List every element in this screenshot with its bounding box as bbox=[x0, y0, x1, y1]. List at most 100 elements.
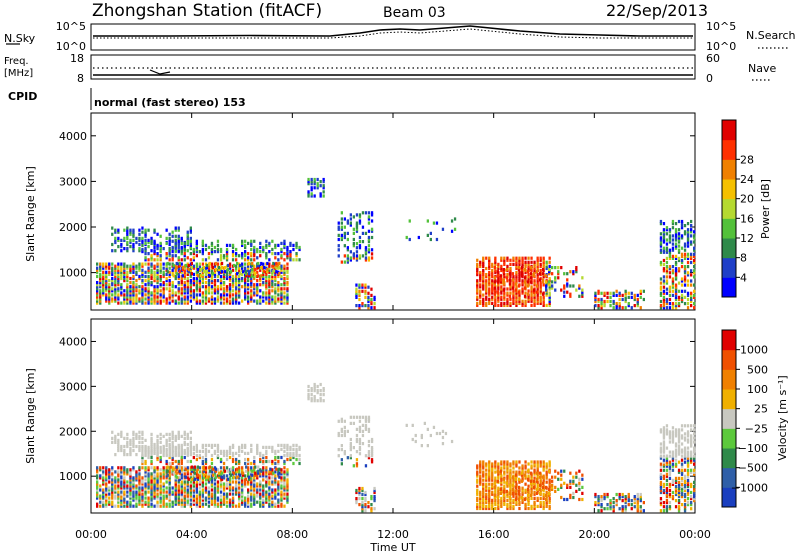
echo-cell bbox=[508, 282, 512, 286]
echo-cell bbox=[174, 486, 177, 490]
echo-cell bbox=[536, 273, 539, 277]
echo-cell bbox=[683, 265, 687, 269]
echo-cell bbox=[241, 502, 244, 506]
echo-cell bbox=[503, 293, 506, 297]
echo-cell bbox=[222, 283, 226, 287]
echo-cell bbox=[518, 297, 521, 301]
echo-cell bbox=[298, 457, 301, 462]
echo-cell bbox=[542, 272, 545, 276]
echo-cell bbox=[500, 504, 503, 508]
echo-cell bbox=[156, 299, 159, 303]
echo-cell bbox=[503, 462, 506, 466]
echo-cell bbox=[355, 437, 359, 442]
echo-cell bbox=[545, 462, 548, 466]
echo-cell bbox=[496, 270, 499, 274]
echo-cell bbox=[168, 293, 171, 297]
echo-cell bbox=[114, 488, 117, 492]
echo-cell bbox=[277, 492, 280, 496]
echo-cell bbox=[165, 504, 168, 508]
echo-cell bbox=[618, 306, 621, 310]
echo-cell bbox=[231, 453, 235, 458]
echo-cell bbox=[250, 252, 253, 256]
echo-cell bbox=[189, 289, 192, 293]
echo-cell bbox=[153, 494, 156, 498]
echo-cell bbox=[542, 506, 545, 511]
echo-cell bbox=[265, 274, 268, 279]
echo-cell bbox=[192, 266, 195, 270]
echo-cell bbox=[238, 293, 241, 297]
echo-cell bbox=[256, 291, 259, 295]
echo-cell bbox=[150, 281, 153, 285]
echo-cell bbox=[493, 481, 496, 485]
echo-cell bbox=[156, 289, 159, 293]
echo-cell bbox=[250, 484, 253, 488]
echo-cell bbox=[168, 478, 171, 482]
echo-cell bbox=[671, 281, 675, 285]
echo-cell bbox=[485, 295, 488, 299]
echo-cell bbox=[111, 226, 114, 230]
echo-cell bbox=[159, 245, 162, 250]
echo-cell bbox=[174, 238, 177, 242]
echo-cell bbox=[156, 262, 159, 266]
echo-cell bbox=[659, 250, 663, 254]
echo-cell bbox=[566, 284, 569, 288]
echo-cell bbox=[668, 248, 672, 252]
echo-cell bbox=[493, 280, 496, 284]
echo-cell bbox=[662, 460, 666, 464]
echo-cell bbox=[680, 246, 684, 250]
echo-cell bbox=[168, 447, 171, 451]
echo-cell bbox=[476, 496, 479, 500]
echo-cell bbox=[165, 486, 168, 490]
echo-cell bbox=[527, 273, 530, 277]
echo-cell bbox=[262, 470, 265, 474]
echo-cell bbox=[216, 445, 220, 449]
echo-cell bbox=[488, 500, 491, 504]
echo-cell bbox=[488, 476, 491, 480]
echo-cell bbox=[259, 279, 262, 283]
echo-cell bbox=[226, 268, 230, 272]
echo-cell bbox=[189, 449, 192, 453]
echo-cell bbox=[198, 470, 201, 474]
echo-cell bbox=[527, 484, 530, 488]
echo-cell bbox=[235, 299, 238, 303]
echo-cell bbox=[202, 270, 205, 274]
echo-cell bbox=[665, 267, 669, 271]
y-tick-label: 2000 bbox=[59, 221, 87, 234]
echo-cell bbox=[485, 488, 488, 492]
echo-cell bbox=[117, 448, 120, 453]
echo-cell bbox=[126, 297, 129, 301]
echo-cell bbox=[210, 297, 214, 301]
echo-cell bbox=[512, 289, 515, 293]
echo-cell bbox=[225, 457, 229, 462]
echo-cell bbox=[636, 297, 639, 302]
echo-cell bbox=[521, 492, 524, 496]
echo-cell bbox=[189, 459, 192, 464]
echo-cell bbox=[183, 247, 186, 252]
echo-cell bbox=[639, 295, 642, 299]
echo-cell bbox=[242, 471, 245, 475]
echo-cell bbox=[352, 244, 355, 248]
echo-cell bbox=[594, 492, 597, 497]
echo-cell bbox=[174, 436, 177, 440]
echo-cell bbox=[201, 449, 204, 453]
echo-cell bbox=[256, 449, 259, 453]
echo-cell bbox=[482, 478, 485, 482]
echo-cell bbox=[117, 486, 120, 490]
echo-cell bbox=[228, 445, 232, 449]
echo-cell bbox=[352, 256, 355, 260]
echo-cell bbox=[120, 285, 123, 289]
echo-cell bbox=[153, 476, 156, 480]
echo-cell bbox=[286, 276, 289, 281]
echo-cell bbox=[180, 472, 183, 476]
echo-cell bbox=[266, 261, 269, 266]
echo-cell bbox=[476, 484, 479, 488]
echo-cell bbox=[503, 472, 506, 476]
echo-cell bbox=[254, 473, 257, 477]
echo-cell bbox=[310, 194, 313, 198]
echo-cell bbox=[548, 303, 551, 307]
echo-cell bbox=[542, 258, 545, 262]
echo-cell bbox=[222, 291, 226, 295]
echo-cell bbox=[476, 283, 479, 287]
echo-cell bbox=[141, 236, 144, 240]
echo-cell bbox=[355, 256, 359, 260]
